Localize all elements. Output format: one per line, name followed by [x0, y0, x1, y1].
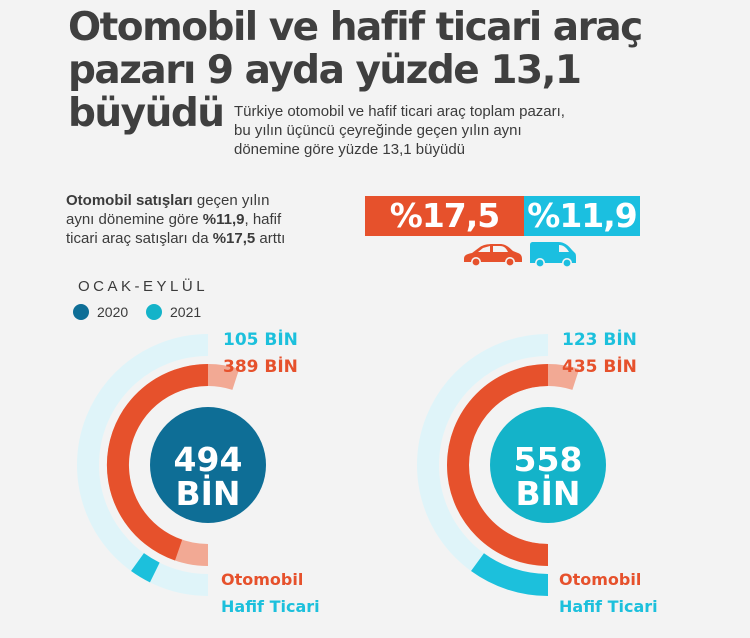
page-title-line-2: pazarı 9 ayda yüzde 13,1	[68, 48, 582, 93]
donut-2021-total: 558 BİN	[498, 443, 598, 511]
donut-2020-otomobil-value: 389 BİN	[223, 357, 298, 377]
subtitle-line: Türkiye otomobil ve hafif ticari araç to…	[234, 103, 565, 120]
lead-text: geçen yılın	[192, 192, 270, 209]
lead-text: aynı dönemine göre	[66, 211, 203, 228]
donut-2020-hafif-value: 105 BİN	[223, 330, 298, 350]
donut-2020-hafif-label: Hafif Ticari	[221, 597, 320, 616]
donut-2020-total: 494 BİN	[158, 443, 258, 511]
growth-box-otomobil: %11,9	[524, 196, 640, 236]
donut-2021-hafif-label: Hafif Ticari	[559, 597, 658, 616]
legend-label-2020: 2020	[97, 304, 129, 320]
donut-2021-center	[490, 407, 606, 523]
legend-dot-2020	[73, 304, 89, 320]
lead-line: aynı dönemine göre %11,9, hafif	[66, 210, 285, 229]
subtitle-line: dönemine göre yüzde 13,1 büyüdü	[234, 141, 466, 158]
donut-2021-otomobil-value: 435 BİN	[562, 357, 637, 377]
donut-2021-otomobil-label: Otomobil	[559, 570, 642, 589]
lead-bold: %17,5	[212, 230, 256, 247]
page-title-line-3: büyüdü	[68, 91, 225, 136]
lead-line: Otomobil satışları geçen yılın	[66, 191, 285, 210]
donut-2020	[77, 334, 266, 596]
subtitle-line: bu yılın üçüncü çeyreğinde geçen yılın a…	[234, 122, 522, 139]
donut-2020-center	[150, 407, 266, 523]
lead-paragraph: Otomobil satışları geçen yılın aynı döne…	[66, 191, 285, 248]
page-title-line-1: Otomobil ve hafif ticari araç	[68, 5, 643, 50]
donut-2020-total-unit: BİN	[175, 474, 241, 513]
legend-label-2021: 2021	[170, 304, 202, 320]
donut-2020-otomobil-label: Otomobil	[221, 570, 304, 589]
car-icon	[464, 244, 522, 267]
growth-box-hafif: %17,5	[365, 196, 524, 236]
lead-text: ticari araç satışları da	[66, 230, 213, 247]
lead-text: arttı	[255, 230, 286, 247]
donut-2021-total-number: 558	[513, 440, 583, 479]
period-label: OCAK-EYLÜL	[78, 278, 209, 295]
van-icon	[530, 242, 576, 268]
subtitle: Türkiye otomobil ve hafif ticari araç to…	[234, 102, 565, 159]
donut-2021	[417, 334, 606, 596]
donut-2020-hafif-arc	[131, 553, 160, 583]
donut-2021-otomobil-arc	[447, 364, 549, 566]
lead-text: , hafif	[244, 211, 282, 228]
donut-2021-hafif-value: 123 BİN	[562, 330, 637, 350]
donut-2021-hafif-arc	[471, 553, 549, 596]
donut-2020-otomobil-arc	[106, 364, 209, 561]
lead-line: ticari araç satışları da %17,5 arttı	[66, 229, 285, 248]
lead-bold: Otomobil satışları	[66, 192, 193, 209]
donut-2020-total-number: 494	[173, 440, 243, 479]
legend-dot-2021	[146, 304, 162, 320]
donut-2021-total-unit: BİN	[515, 474, 581, 513]
lead-bold: %11,9	[202, 211, 245, 228]
